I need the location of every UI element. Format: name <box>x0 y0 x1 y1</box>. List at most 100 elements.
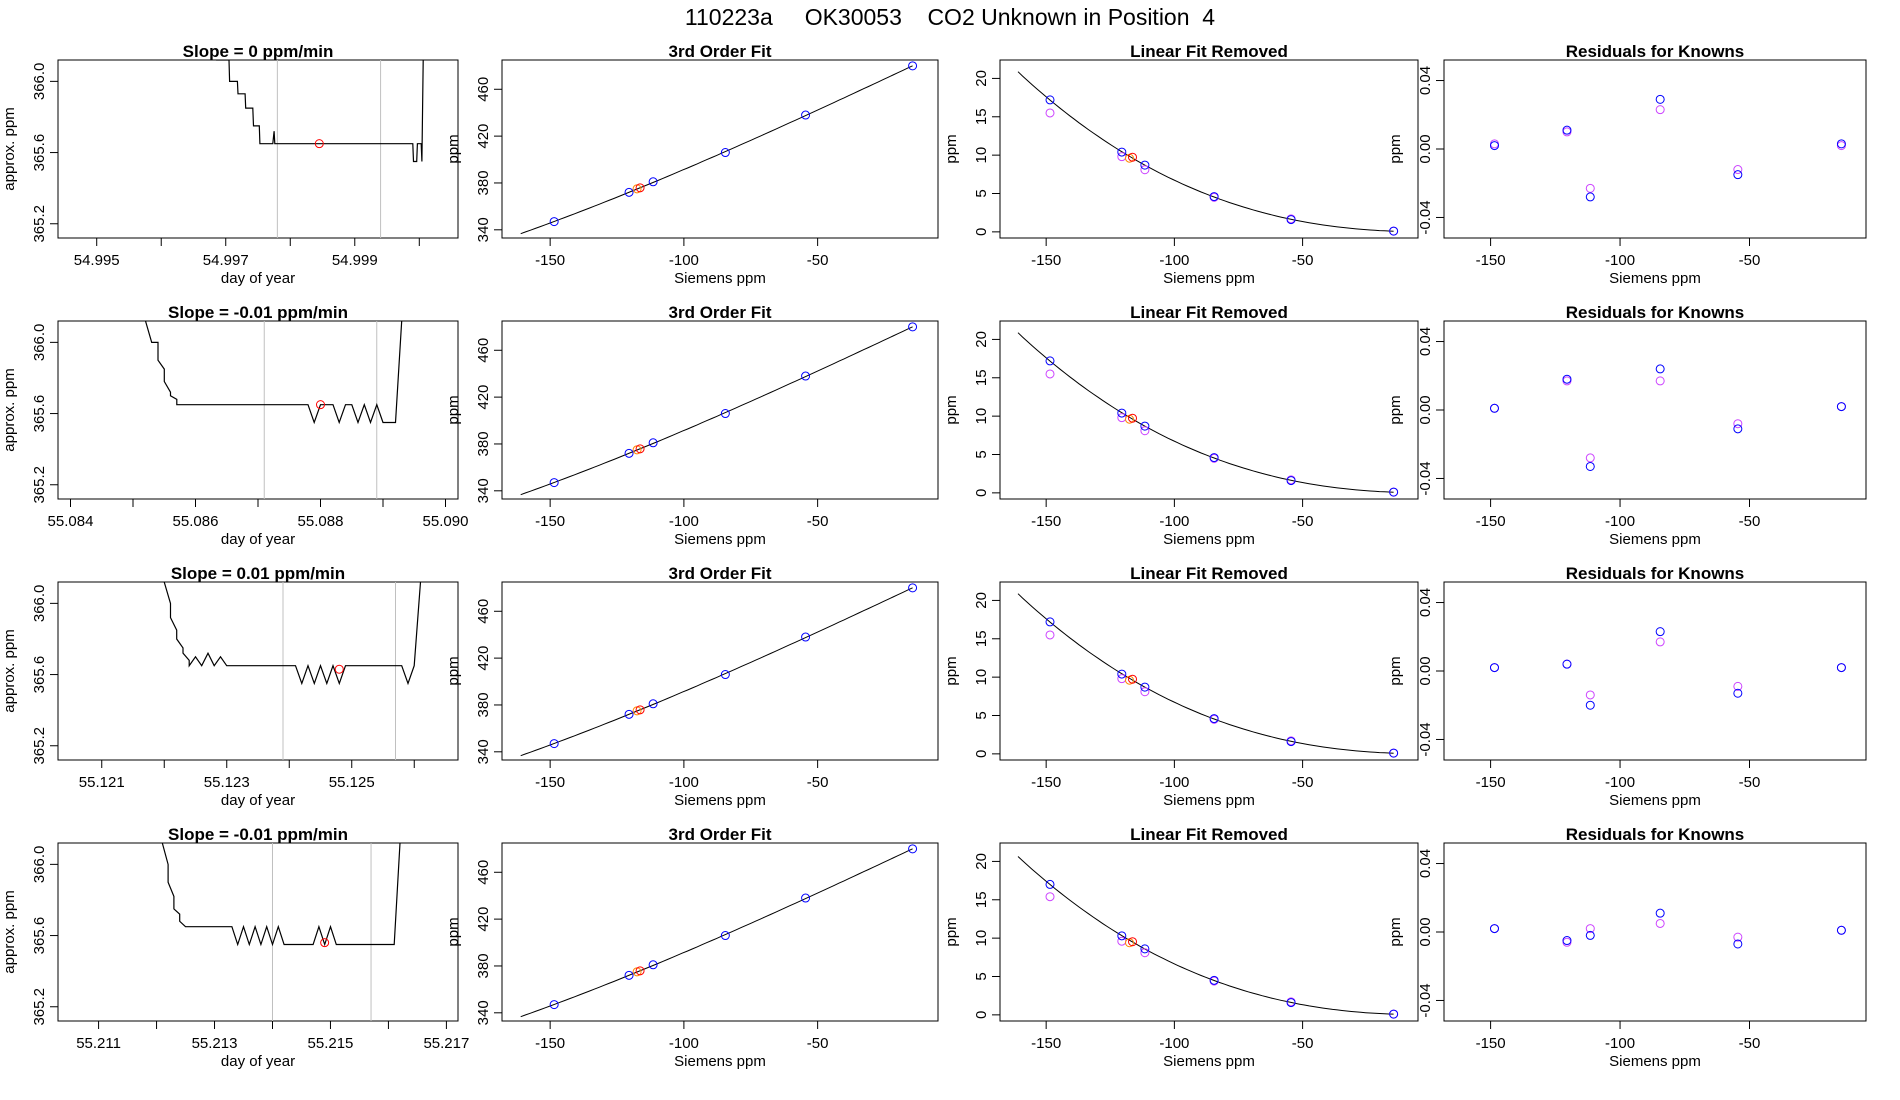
chart-panel-15: Linear Fit Removed -150 -100 -50 Siemens ppm… <box>943 825 1419 1070</box>
plot-frame <box>57 842 459 1022</box>
x-tick-label: 55.215 <box>308 1035 354 1052</box>
mean-marker <box>314 139 324 149</box>
known-point <box>1286 215 1296 225</box>
y-tick-label: 0 <box>973 1011 990 1019</box>
known-point-alt <box>1045 108 1055 118</box>
known-point <box>1140 421 1150 431</box>
x-tick-label: -50 <box>807 1035 829 1052</box>
known-point <box>1585 930 1595 940</box>
chart-panel-5: Slope = -0.01 ppm/min 55.084 55.086 55.088 5… <box>1 303 468 548</box>
plot-frame <box>57 581 459 761</box>
known-point <box>1045 617 1055 627</box>
known-point-alt <box>1045 630 1055 640</box>
known-point <box>1389 748 1399 758</box>
chart-title: 3rd Order Fit <box>669 825 772 844</box>
y-tick-label: 20 <box>973 592 990 609</box>
plot-frame <box>1443 581 1867 761</box>
known-point <box>908 583 918 593</box>
known-point <box>1655 627 1665 637</box>
y-tick-label: 5 <box>973 450 990 458</box>
series-line <box>163 582 422 686</box>
known-point <box>1585 700 1595 710</box>
fit-curve <box>1017 332 1394 493</box>
x-tick-label: 54.995 <box>74 252 120 269</box>
chart-panel-6: 3rd Order Fit -150 -100 -50 Siemens ppm 340 38… <box>445 303 939 548</box>
unknown-point-alt <box>635 444 645 454</box>
y-tick-label: 366.0 <box>31 585 48 623</box>
y-tick-label: 460 <box>475 77 492 102</box>
y-tick-label: 0.04 <box>1417 849 1434 878</box>
y-tick-label: 20 <box>973 70 990 87</box>
x-tick-label: -50 <box>1739 252 1761 269</box>
y-axis-label: ppm <box>943 395 960 424</box>
y-tick-label: 5 <box>973 711 990 719</box>
chart-panel-1: Slope = 0 ppm/min 54.995 54.997 54.999 day o… <box>1 42 459 287</box>
fit-curve <box>520 326 913 496</box>
x-tick-label: 55.088 <box>298 513 344 530</box>
y-tick-label: 0 <box>973 228 990 236</box>
x-tick-label: 55.084 <box>48 513 94 530</box>
y-tick-label: 340 <box>475 217 492 242</box>
known-point <box>1655 908 1665 918</box>
x-axis-label: Siemens ppm <box>674 792 766 809</box>
y-tick-label: 0.04 <box>1417 66 1434 95</box>
x-tick-label: -50 <box>1292 513 1314 530</box>
known-point <box>1045 356 1055 366</box>
known-point <box>1389 1009 1399 1019</box>
y-tick-label: 420 <box>475 385 492 410</box>
known-point <box>1140 944 1150 954</box>
chart-title: 3rd Order Fit <box>669 564 772 583</box>
chart-panel-8: Residuals for Knowns -150 -100 -50 Siemens p… <box>1387 303 1867 548</box>
plot-frame <box>999 581 1419 761</box>
x-axis-label: Siemens ppm <box>1163 270 1255 287</box>
unknown-point-alt <box>1128 413 1138 423</box>
x-tick-label: 55.086 <box>173 513 219 530</box>
known-point <box>1655 364 1665 374</box>
y-tick-label: 460 <box>475 338 492 363</box>
y-axis-label: ppm <box>1387 656 1404 685</box>
x-tick-label: -100 <box>1159 252 1189 269</box>
y-tick-label: 365.6 <box>31 917 48 955</box>
y-axis-label: ppm <box>943 656 960 685</box>
y-tick-label: 340 <box>475 478 492 503</box>
x-tick-label: -150 <box>1031 252 1061 269</box>
x-tick-label: -100 <box>669 252 699 269</box>
known-point <box>1140 682 1150 692</box>
chart-title: 3rd Order Fit <box>669 42 772 61</box>
x-tick-label: 55.121 <box>79 774 125 791</box>
unknown-point-alt <box>635 183 645 193</box>
chart-title: Slope = 0.01 ppm/min <box>171 564 345 583</box>
known-point <box>801 632 811 642</box>
chart-title: Residuals for Knowns <box>1566 825 1745 844</box>
plot-frame <box>999 59 1419 239</box>
x-tick-label: -50 <box>807 513 829 530</box>
y-axis-label: ppm <box>445 395 462 424</box>
known-point <box>1286 476 1296 486</box>
y-tick-label: 340 <box>475 739 492 764</box>
y-tick-label: 420 <box>475 646 492 671</box>
x-tick-label: -100 <box>669 513 699 530</box>
x-tick-label: -150 <box>1031 774 1061 791</box>
x-axis-label: day of year <box>221 531 295 548</box>
x-tick-label: -100 <box>1605 513 1635 530</box>
y-tick-label: 0 <box>973 489 990 497</box>
y-axis-label: ppm <box>1387 134 1404 163</box>
x-tick-label: -100 <box>1605 774 1635 791</box>
known-point <box>1562 659 1572 669</box>
fit-curve <box>1017 593 1394 754</box>
x-tick-label: -150 <box>1476 1035 1506 1052</box>
known-point-alt <box>1140 426 1150 436</box>
fit-curve <box>520 587 913 757</box>
chart-panel-13: Slope = -0.01 ppm/min 55.211 55.213 55.215 5… <box>1 825 469 1070</box>
unknown-point-alt <box>1128 674 1138 684</box>
plot-frame <box>57 59 459 239</box>
x-tick-label: -50 <box>1292 252 1314 269</box>
x-axis-label: Siemens ppm <box>1609 531 1701 548</box>
known-point <box>1209 714 1219 724</box>
x-axis-label: Siemens ppm <box>1163 792 1255 809</box>
y-tick-label: 366.0 <box>31 324 48 362</box>
x-tick-label: 55.213 <box>192 1035 238 1052</box>
y-tick-label: 15 <box>973 108 990 125</box>
known-point <box>549 1000 559 1010</box>
known-point <box>1562 125 1572 135</box>
